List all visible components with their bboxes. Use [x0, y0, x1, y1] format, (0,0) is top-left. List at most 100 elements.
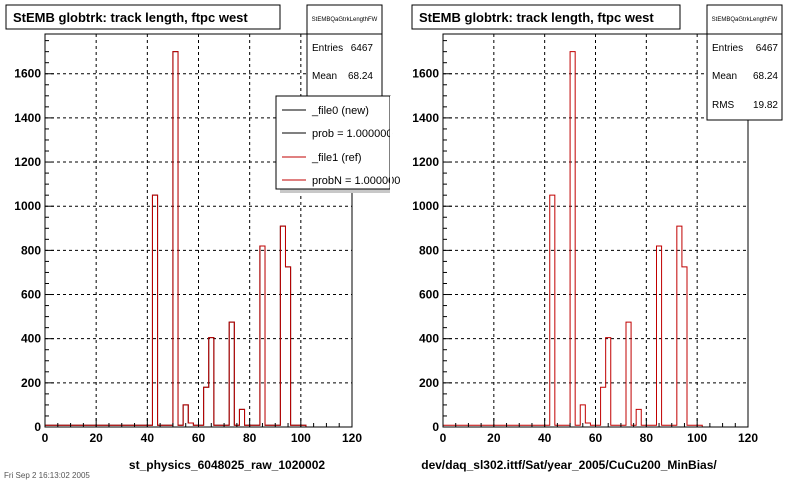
left-stats-entries-value: 6467: [351, 43, 374, 54]
right-stats-entries-value: 6467: [756, 43, 779, 54]
left-series-0-bin-42: [152, 195, 157, 427]
right-series-0-bin-42: [550, 195, 555, 427]
right-ytick-label-1400: 1400: [412, 111, 439, 125]
left-ytick-label-400: 400: [21, 332, 41, 346]
left-series-1-bin-84: [260, 246, 265, 427]
right-ytick-label-600: 600: [419, 288, 439, 302]
left-histogram-pad: 0 200 400 600 800 1000 1200 1400 1600 0 20 40 60 80 1…: [5, 4, 400, 472]
right-xtick-label-80: 80: [640, 431, 654, 445]
left-xtick-labels: 0 20 40 60 80 100 120: [42, 431, 363, 445]
right-title-box: StEMB globtrk: track length, ftpc west: [411, 4, 681, 30]
left-series-1-bin-64: [209, 338, 214, 427]
right-grid: [443, 34, 748, 427]
left-legend: _file0 (new) prob = 1.000000 _file1 (ref…: [275, 95, 400, 193]
left-series-0-bin-76: [239, 409, 244, 427]
legend-label-file1: _file1 (ref): [311, 152, 362, 164]
right-stats-mean-label: Mean: [712, 71, 737, 82]
left-ytick-label-200: 200: [21, 376, 41, 390]
right-stats-rms-value: 19.82: [753, 100, 778, 111]
right-xtick-label-40: 40: [538, 431, 552, 445]
right-ytick-label-800: 800: [419, 243, 439, 257]
left-xtick-label-60: 60: [192, 431, 206, 445]
right-xtick-label-0: 0: [440, 431, 447, 445]
right-stats-rms-label: RMS: [712, 100, 735, 111]
left-xtick-label-40: 40: [141, 431, 155, 445]
left-series-1-bin-94: [285, 267, 290, 427]
right-ytick-label-0: 0: [432, 420, 439, 434]
left-series-1-bin-72: [229, 322, 234, 427]
right-chart-title: StEMB globtrk: track length, ftpc west: [419, 10, 654, 25]
legend-label-probn: probN = 1.000000: [312, 175, 400, 187]
left-xtick-label-100: 100: [291, 431, 311, 445]
left-series-1-bin-50: [173, 52, 178, 427]
right-stats-entries-label: Entries: [712, 43, 743, 54]
right-series-0-bin-72: [626, 322, 631, 427]
right-series-0-bin-84: [657, 246, 662, 427]
left-stats-title: StEMBQaGtrkLengthFW: [312, 17, 378, 23]
legend-label-prob: prob = 1.000000: [312, 128, 392, 140]
right-series-0-bin-56: [585, 423, 590, 427]
left-series-0-bin-50: [173, 52, 178, 427]
left-stats-mean-label: Mean: [312, 71, 337, 82]
left-series-0-bin-72: [229, 322, 234, 427]
right-xtick-label-20: 20: [487, 431, 501, 445]
right-series-0-bin-64: [606, 338, 611, 427]
left-ytick-label-1600: 1600: [14, 67, 41, 81]
left-series-0-bin-92: [280, 226, 285, 427]
right-series-0-bin-92: [677, 226, 682, 427]
legend-label-file0: _file0 (new): [311, 105, 369, 117]
left-series-1-bin-56: [188, 423, 193, 427]
left-stats-entries-label: Entries: [312, 43, 343, 54]
left-ytick-label-800: 800: [21, 243, 41, 257]
left-ytick-label-600: 600: [21, 288, 41, 302]
left-series-1-bin-92: [280, 226, 285, 427]
right-xtick-label-120: 120: [738, 431, 758, 445]
left-series-1-outline: [44, 51, 307, 427]
right-series: [442, 51, 703, 427]
right-series-0-outline: [442, 51, 703, 427]
right-xtick-label-100: 100: [687, 431, 707, 445]
left-xtick-label-120: 120: [342, 431, 362, 445]
left-ytick-labels: 0 200 400 600 800 1000 1200 1400 1600: [14, 67, 41, 434]
right-series-0-bin-76: [636, 409, 641, 427]
right-ytick-label-1600: 1600: [412, 67, 439, 81]
right-xtick-label-60: 60: [589, 431, 603, 445]
right-ytick-label-1000: 1000: [412, 199, 439, 213]
left-series-1-bin-76: [239, 409, 244, 427]
left-ytick-label-1200: 1200: [14, 155, 41, 169]
left-stats-mean-value: 68.24: [348, 71, 373, 82]
right-ytick-label-200: 200: [419, 376, 439, 390]
left-series-0-bin-94: [285, 267, 290, 427]
left-series-1-bin-62: [204, 387, 209, 427]
left-grid: [45, 34, 352, 427]
right-ytick-label-1200: 1200: [412, 155, 439, 169]
left-xtick-label-0: 0: [42, 431, 49, 445]
left-frame: [44, 33, 353, 428]
right-ytick-labels: 0 200 400 600 800 1000 1200 1400 1600: [412, 67, 439, 434]
left-ytick-label-0: 0: [34, 420, 41, 434]
left-series: [44, 51, 307, 427]
left-chart-title: StEMB globtrk: track length, ftpc west: [13, 10, 248, 25]
left-series-0-bin-62: [204, 387, 209, 427]
footer-timestamp: Fri Sep 2 16:13:02 2005: [4, 471, 90, 480]
left-series-0-bin-64: [209, 338, 214, 427]
right-x-axis-label: dev/daq_sl302.ittf/Sat/year_2005/CuCu200…: [421, 458, 717, 472]
right-frame: [442, 33, 749, 428]
right-histogram-pad: 0 200 400 600 800 1000 1200 1400 1600 0 20 40 60 80 1…: [411, 4, 783, 472]
left-x-axis-label: st_physics_6048025_raw_1020002: [129, 458, 325, 472]
right-ytick-label-400: 400: [419, 332, 439, 346]
left-axis-ticks: [44, 40, 353, 428]
right-series-0-bin-50: [570, 52, 575, 427]
left-ytick-label-1000: 1000: [14, 199, 41, 213]
left-series-0-outline: [44, 51, 307, 427]
right-series-0-bin-94: [682, 267, 687, 427]
right-xtick-labels: 0 20 40 60 80 100 120: [440, 431, 759, 445]
right-stats-mean-value: 68.24: [753, 71, 778, 82]
left-xtick-label-20: 20: [89, 431, 103, 445]
right-stats-box: StEMBQaGtrkLengthFW Entries 6467 Mean 68…: [706, 4, 783, 121]
right-series-0-bin-62: [601, 387, 606, 427]
right-stats-title: StEMBQaGtrkLengthFW: [712, 17, 778, 23]
left-series-1-bin-42: [152, 195, 157, 427]
left-series-0-bin-56: [188, 423, 193, 427]
